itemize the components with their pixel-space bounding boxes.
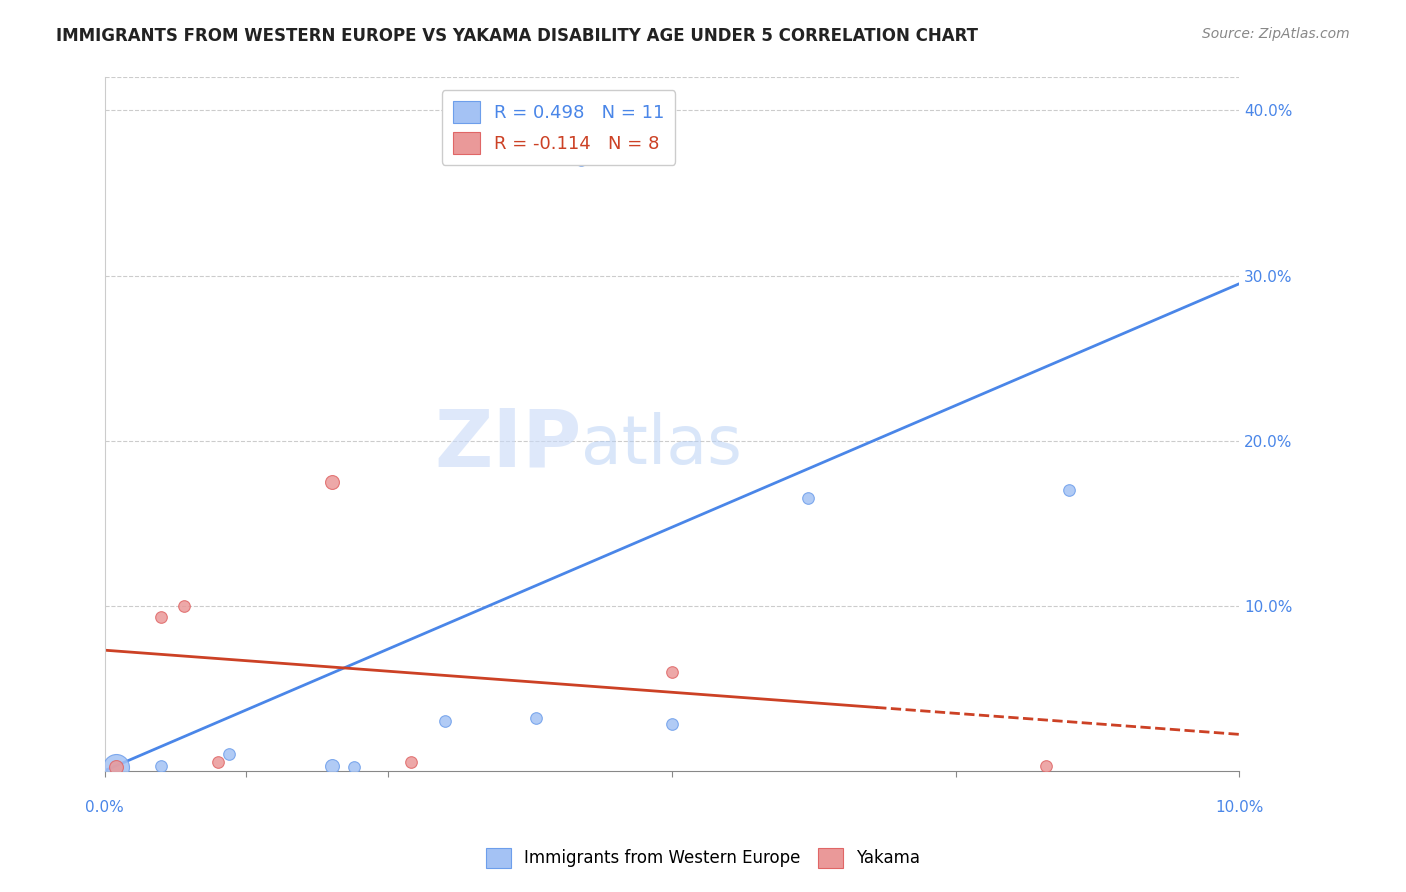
Text: IMMIGRANTS FROM WESTERN EUROPE VS YAKAMA DISABILITY AGE UNDER 5 CORRELATION CHAR: IMMIGRANTS FROM WESTERN EUROPE VS YAKAMA… (56, 27, 979, 45)
Point (661, 665, 683, 679)
Point (524, 711, 547, 725)
Point (661, 717, 683, 731)
Point (218, 747, 240, 761)
Point (569, 153, 592, 167)
Point (150, 758, 173, 772)
Point (173, 599, 195, 613)
Point (1035, 758, 1057, 772)
Point (207, 756, 229, 770)
Point (150, 610, 173, 624)
Text: 0.0%: 0.0% (86, 800, 124, 815)
Point (321, 758, 343, 772)
Legend: R = 0.498   N = 11, R = -0.114   N = 8: R = 0.498 N = 11, R = -0.114 N = 8 (441, 90, 675, 165)
Point (434, 714, 457, 728)
Legend: Immigrants from Western Europe, Yakama: Immigrants from Western Europe, Yakama (479, 841, 927, 875)
Point (399, 756, 422, 770)
Text: Source: ZipAtlas.com: Source: ZipAtlas.com (1202, 27, 1350, 41)
Point (105, 760, 128, 774)
Text: 10.0%: 10.0% (1215, 800, 1264, 815)
Point (321, 475, 343, 489)
Point (1057, 483, 1080, 497)
Text: ZIP: ZIP (434, 406, 581, 483)
Point (105, 760, 128, 774)
Text: atlas: atlas (581, 412, 742, 478)
Point (797, 491, 820, 506)
Point (343, 760, 366, 774)
